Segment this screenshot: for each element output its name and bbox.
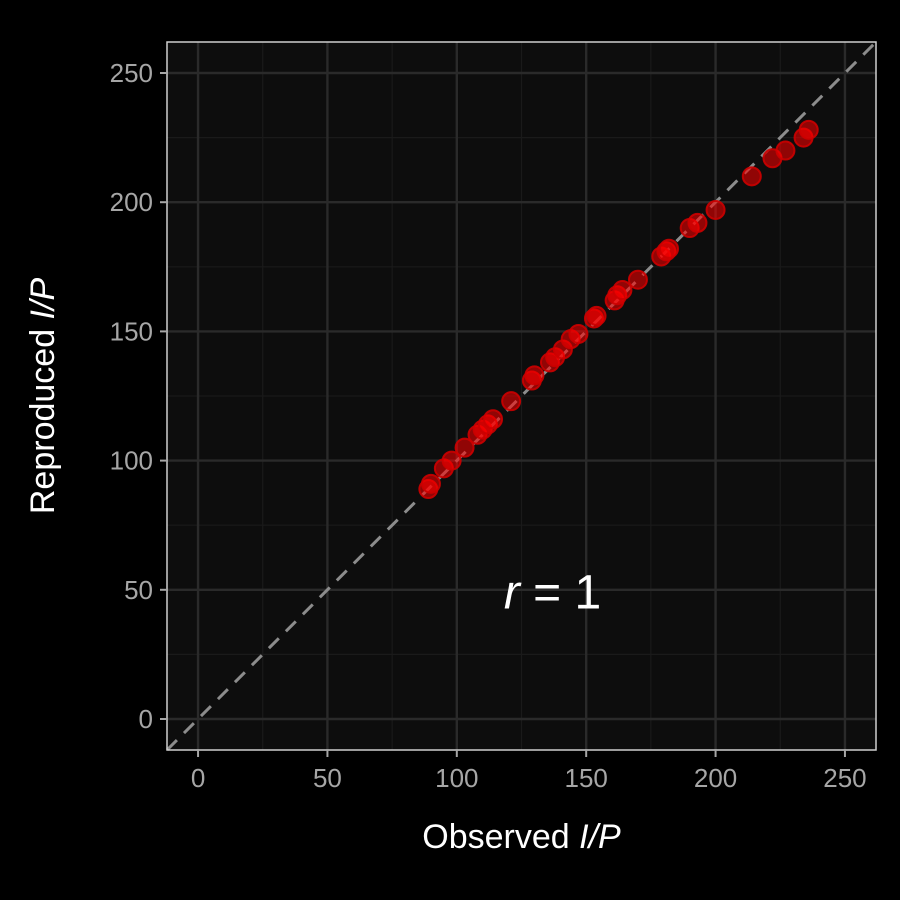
data-point: [501, 391, 522, 412]
x-axis-title-italic: I/P: [579, 818, 621, 856]
y-tick-label: 250: [110, 58, 153, 88]
y-tick-label: 200: [110, 187, 153, 217]
data-point: [775, 140, 796, 161]
correlation-symbol: r: [504, 566, 522, 619]
data-point: [705, 199, 726, 220]
correlation-annotation: r = 1: [504, 566, 601, 619]
correlation-value: = 1: [520, 566, 601, 619]
y-axis-title-italic: I/P: [24, 278, 62, 320]
data-point: [627, 269, 648, 290]
y-tick-label: 0: [139, 704, 153, 734]
data-point: [454, 437, 475, 458]
y-axis-title-text: Reproduced: [24, 319, 62, 514]
y-tick-label: 50: [124, 575, 153, 605]
data-point: [612, 280, 633, 301]
data-point: [441, 450, 462, 471]
data-point: [798, 119, 819, 140]
x-tick-label: 0: [191, 763, 205, 793]
y-tick-label: 100: [110, 446, 153, 476]
data-point: [658, 238, 679, 259]
x-tick-label: 50: [313, 763, 342, 793]
data-point: [586, 305, 607, 326]
data-point: [524, 365, 545, 386]
panel-border: [166, 41, 877, 751]
y-tick-label: 150: [110, 316, 153, 346]
x-tick-label: 250: [823, 763, 866, 793]
x-tick-label: 150: [564, 763, 607, 793]
data-point: [420, 473, 441, 494]
x-tick-label: 100: [435, 763, 478, 793]
data-point: [687, 212, 708, 233]
data-point: [568, 323, 589, 344]
data-point: [483, 409, 504, 430]
x-axis-title-text: Observed: [422, 818, 579, 856]
x-tick-label: 200: [694, 763, 737, 793]
y-axis-title: Reproduced I/P: [24, 278, 62, 515]
x-axis-title: Observed I/P: [422, 818, 621, 856]
data-point: [741, 166, 762, 187]
